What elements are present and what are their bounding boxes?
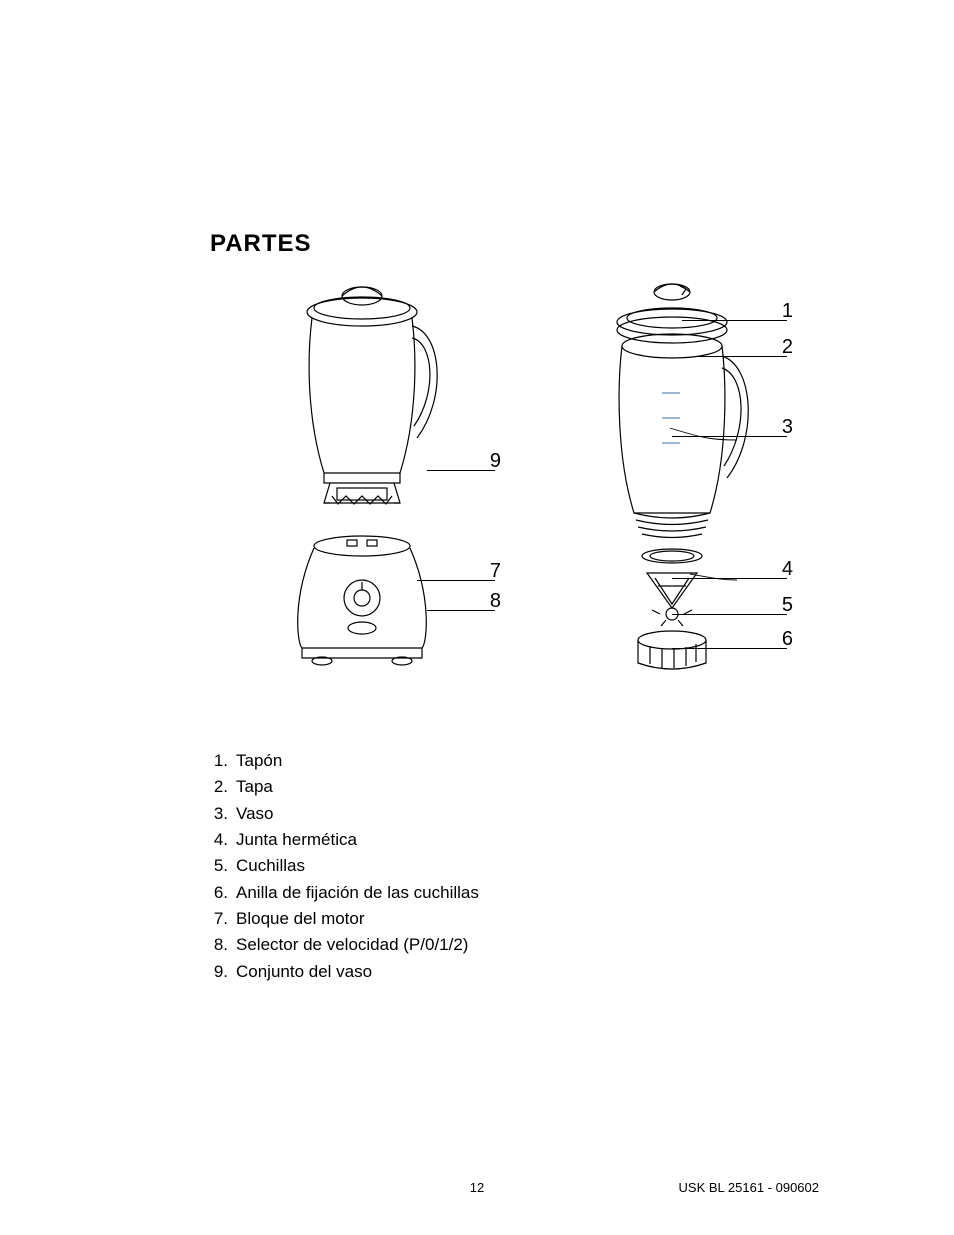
callout-underline — [697, 356, 787, 357]
parts-list-label: Conjunto del vaso — [236, 959, 372, 985]
parts-list-number: 7. — [200, 906, 236, 932]
parts-list-label: Junta hermética — [236, 827, 357, 853]
parts-list-number: 4. — [200, 827, 236, 853]
parts-list-label: Bloque del motor — [236, 906, 365, 932]
callout-underline — [672, 578, 787, 579]
callout-underline — [427, 610, 495, 611]
parts-list-label: Vaso — [236, 801, 274, 827]
callout-underline — [682, 320, 787, 321]
blender-exploded-illustration — [562, 278, 782, 698]
parts-list-number: 1. — [200, 748, 236, 774]
page-number: 12 — [470, 1180, 484, 1195]
parts-list-item: 3.Vaso — [200, 801, 854, 827]
section-title: PARTES — [210, 230, 854, 258]
parts-list-number: 6. — [200, 880, 236, 906]
parts-list-label: Cuchillas — [236, 853, 305, 879]
parts-list-number: 3. — [200, 801, 236, 827]
callout-underline — [417, 580, 495, 581]
parts-list: 1.Tapón2.Tapa3.Vaso4.Junta hermética5.Cu… — [200, 748, 854, 985]
parts-list-item: 4.Junta hermética — [200, 827, 854, 853]
parts-list-number: 5. — [200, 853, 236, 879]
parts-list-number: 2. — [200, 774, 236, 800]
callout-underline — [672, 614, 787, 615]
document-id: USK BL 25161 - 090602 — [679, 1180, 819, 1195]
manual-page: PARTES — [0, 0, 954, 1235]
parts-list-number: 8. — [200, 932, 236, 958]
parts-list-label: Anilla de fijación de las cuchillas — [236, 880, 479, 906]
parts-list-label: Selector de velocidad (P/0/1/2) — [236, 932, 468, 958]
parts-list-item: 7.Bloque del motor — [200, 906, 854, 932]
parts-list-item: 6.Anilla de fijación de las cuchillas — [200, 880, 854, 906]
parts-list-label: Tapa — [236, 774, 273, 800]
blender-assembled-illustration — [252, 278, 472, 678]
parts-list-item: 2.Tapa — [200, 774, 854, 800]
parts-list-number: 9. — [200, 959, 236, 985]
parts-list-item: 9.Conjunto del vaso — [200, 959, 854, 985]
parts-list-item: 5.Cuchillas — [200, 853, 854, 879]
callout-underline — [427, 470, 495, 471]
parts-list-label: Tapón — [236, 748, 282, 774]
parts-list-item: 1.Tapón — [200, 748, 854, 774]
parts-diagram: 978123456 — [252, 278, 812, 708]
callout-underline — [672, 436, 787, 437]
parts-list-item: 8.Selector de velocidad (P/0/1/2) — [200, 932, 854, 958]
callout-underline — [672, 648, 787, 649]
